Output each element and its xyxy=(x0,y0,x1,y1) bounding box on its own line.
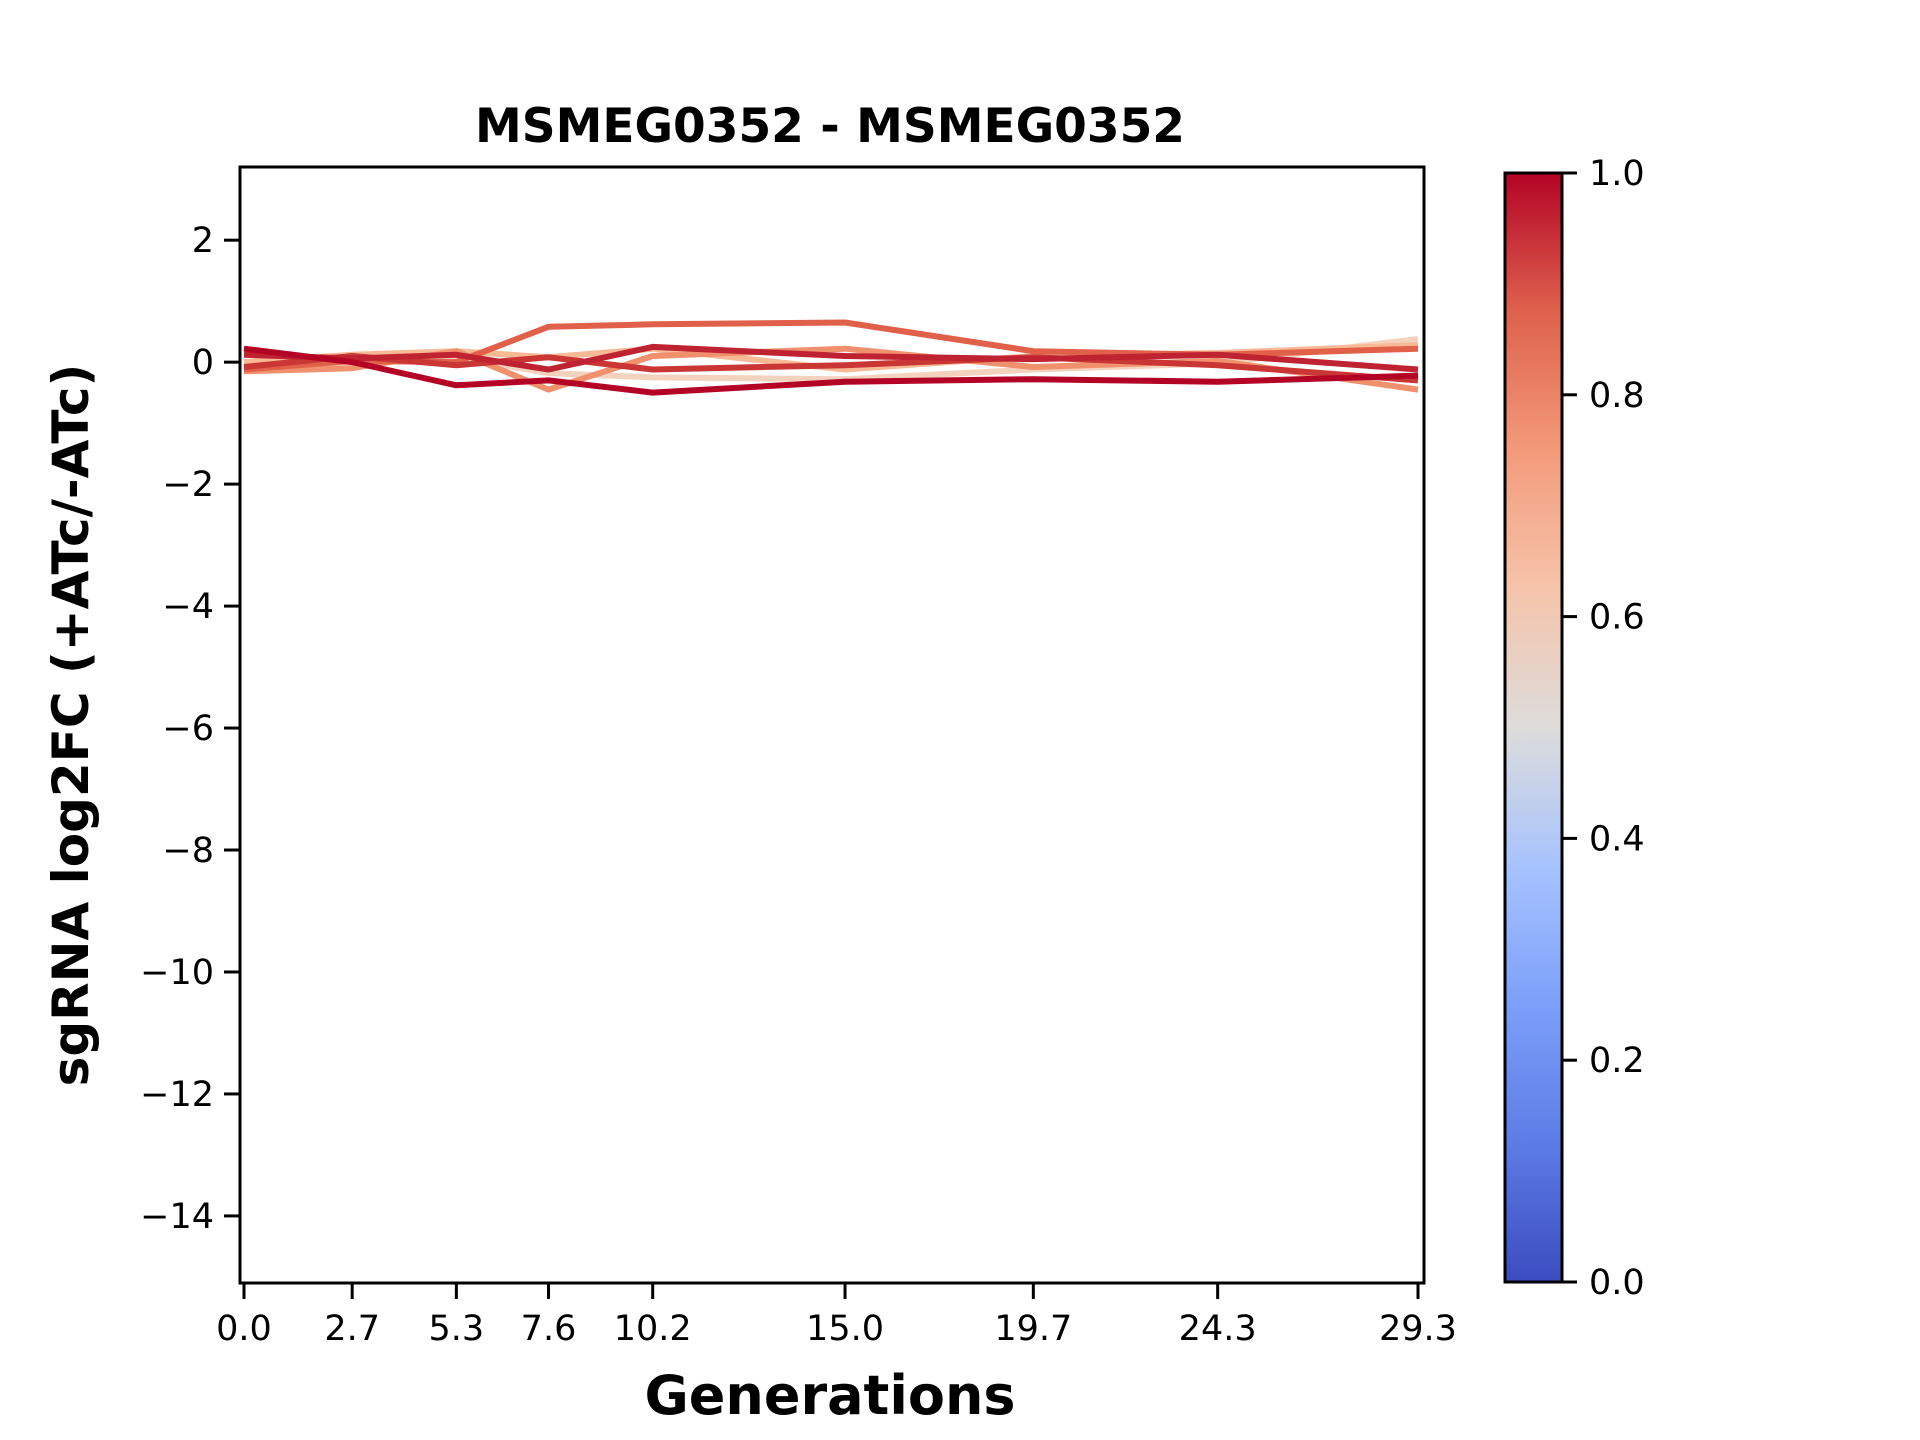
x-axis-ticks: 0.0 2.7 5.3 7.6 10.2 15.0 19.7 24.3 29.3 xyxy=(216,1283,1457,1349)
x-tick-label: 19.7 xyxy=(994,1309,1072,1349)
y-tick-label: −6 xyxy=(162,709,214,749)
chart-title: MSMEG0352 - MSMEG0352 xyxy=(475,99,1185,154)
y-axis-ticks: 2 0 −2 −4 −6 −8 −10 −12 −14 xyxy=(140,221,240,1237)
y-tick-label: −14 xyxy=(140,1197,214,1237)
y-tick-label: 2 xyxy=(192,221,214,261)
x-tick-label: 7.6 xyxy=(521,1309,577,1349)
x-tick-label: 5.3 xyxy=(429,1309,485,1349)
x-tick-label: 0.0 xyxy=(216,1309,272,1349)
x-tick-label: 2.7 xyxy=(324,1309,380,1349)
colorbar-tick-label: 1.0 xyxy=(1589,154,1645,194)
data-lines-group xyxy=(243,319,1419,396)
y-tick-label: −2 xyxy=(162,465,214,505)
x-tick-label: 24.3 xyxy=(1179,1309,1257,1349)
y-tick-label: −12 xyxy=(140,1075,214,1115)
y-axis-label: sgRNA log2FC (+ATc/-ATc) xyxy=(42,364,100,1087)
y-tick-label: −4 xyxy=(162,587,214,627)
x-axis-label: Generations xyxy=(644,1364,1015,1427)
colorbar-tick-label: 0.8 xyxy=(1589,376,1645,416)
y-tick-label: −8 xyxy=(162,831,214,871)
data-line-line-2 xyxy=(243,343,1419,373)
x-tick-label: 10.2 xyxy=(614,1309,692,1349)
x-tick-label: 29.3 xyxy=(1379,1309,1457,1349)
y-tick-label: 0 xyxy=(192,343,214,383)
x-tick-label: 15.0 xyxy=(806,1309,884,1349)
y-tick-label: −10 xyxy=(140,953,214,993)
colorbar-tick-label: 0.4 xyxy=(1589,819,1645,859)
colorbar-ticks: 1.0 0.8 0.6 0.4 0.2 0.0 xyxy=(1562,154,1645,1303)
colorbar xyxy=(1503,171,1564,1284)
plot-border xyxy=(238,165,1426,1285)
data-line-line-1 xyxy=(243,345,1419,396)
colorbar-tick-label: 0.6 xyxy=(1589,598,1645,638)
colorbar-tick-label: 0.0 xyxy=(1589,1263,1645,1303)
colorbar-tick-label: 0.2 xyxy=(1589,1041,1645,1081)
plot-area xyxy=(240,167,1424,1283)
